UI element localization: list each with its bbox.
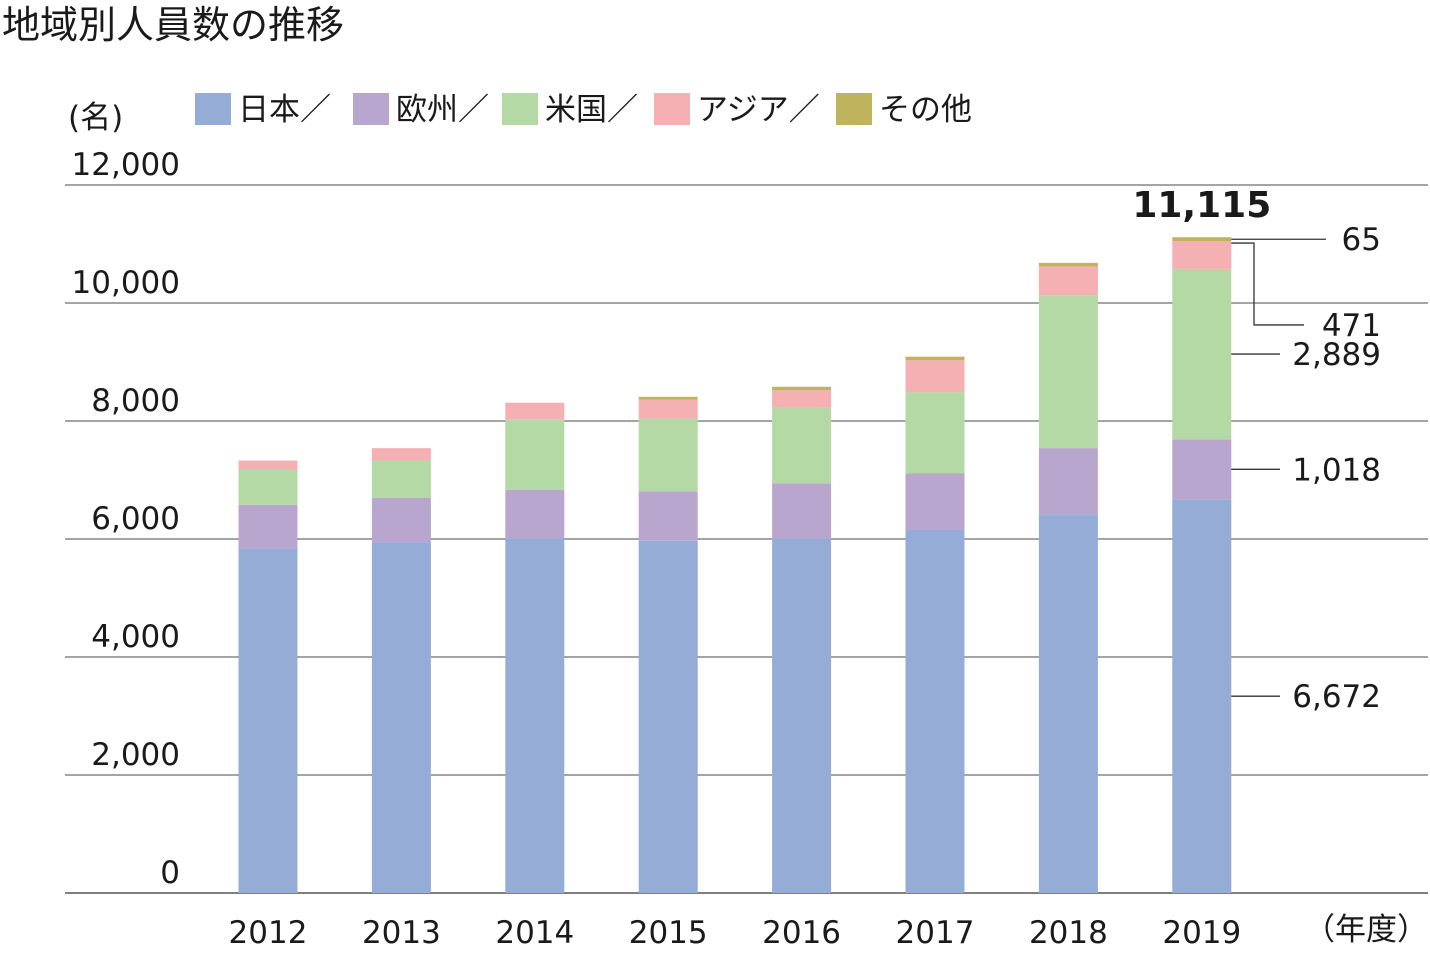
x-axis-ticks: 2012 2013 2014 2015 2016 2017 2018 2019 (229, 915, 1242, 951)
x-tick-label-2015: 2015 (629, 915, 708, 951)
bar-2016-usa (772, 407, 832, 484)
chart-title: 地域別人員数の推移 (2, 3, 344, 47)
y-tick-label-12000: 12,000 (72, 147, 180, 183)
bar-2012-usa (238, 469, 298, 505)
x-tick-label-2014: 2014 (495, 915, 574, 951)
bar-2017-asia (905, 360, 965, 393)
bar-2019-other (1172, 237, 1232, 242)
legend-swatch-japan (195, 93, 231, 125)
legend-item-japan: 日本／ (195, 92, 331, 128)
bar-2012-asia (238, 460, 298, 470)
legend-label-europe: 欧州／ (396, 92, 489, 128)
bar-2015-europe (638, 491, 698, 541)
legend-label-other: その他 (879, 92, 972, 128)
x-tick-label-2013: 2013 (362, 915, 441, 951)
y-tick-label-4000: 4,000 (91, 619, 180, 655)
bar-2015-other (638, 396, 698, 400)
bar-2018-europe (1038, 448, 1098, 515)
legend-item-other: その他 (836, 92, 972, 128)
bar-2016-europe (772, 483, 832, 539)
legend-item-europe: 欧州／ (353, 92, 489, 128)
bar-2014-japan (505, 538, 565, 893)
bar-2017-other (905, 356, 965, 361)
legend-item-asia: アジア／ (654, 92, 820, 128)
x-tick-label-2019: 2019 (1162, 915, 1241, 951)
y-tick-label-6000: 6,000 (91, 501, 180, 537)
total-label: 11,115 (1132, 185, 1271, 226)
bar-2015-usa (638, 418, 698, 492)
bar-2017-japan (905, 529, 965, 893)
bar-2014-usa (505, 419, 565, 491)
x-axis-unit: （年度） (1304, 912, 1428, 948)
bar-2017-europe (905, 473, 965, 530)
bars (238, 237, 1232, 893)
legend-label-asia: アジア／ (697, 92, 820, 128)
leader-line-asia (1231, 242, 1304, 326)
annotation-other: 65 (1342, 222, 1381, 258)
y-axis-ticks: 0 2,000 4,000 6,000 8,000 10,000 12,000 (72, 147, 180, 891)
bar-2014-asia (505, 402, 565, 420)
legend-label-japan: 日本／ (238, 92, 331, 128)
x-tick-label-2018: 2018 (1029, 915, 1108, 951)
bar-2018-japan (1038, 514, 1098, 893)
x-tick-label-2012: 2012 (229, 915, 308, 951)
bar-2017-usa (905, 392, 965, 474)
legend-label-usa: 米国／ (545, 92, 638, 128)
annotation-asia: 471 (1322, 308, 1381, 344)
bar-2016-other (772, 386, 832, 391)
x-tick-label-2016: 2016 (762, 915, 841, 951)
annotation-usa: 2,889 (1292, 337, 1381, 373)
bar-2016-asia (772, 390, 832, 408)
bar-2015-japan (638, 540, 698, 893)
bar-2014-europe (505, 490, 565, 539)
bar-2016-japan (772, 538, 832, 893)
bar-2012-japan (238, 548, 298, 893)
bar-2013-usa (371, 460, 431, 498)
y-tick-label-8000: 8,000 (91, 383, 180, 419)
bar-2012-europe (238, 504, 298, 549)
bar-2019-asia (1172, 241, 1232, 269)
legend-swatch-europe (353, 93, 389, 125)
bar-2018-other (1038, 262, 1098, 267)
bar-2013-asia (371, 448, 431, 461)
legend-item-usa: 米国／ (502, 92, 638, 128)
legend: 日本／ 欧州／ 米国／ アジア／ その他 (195, 92, 972, 128)
y-tick-label-0: 0 (160, 855, 180, 891)
bar-2018-usa (1038, 295, 1098, 449)
bar-2015-asia (638, 399, 698, 419)
legend-swatch-usa (502, 93, 538, 125)
annotation-japan: 6,672 (1292, 679, 1381, 715)
bar-2013-japan (371, 542, 431, 893)
annotation-europe: 1,018 (1292, 452, 1381, 488)
bar-2013-europe (371, 497, 431, 543)
y-tick-label-2000: 2,000 (91, 737, 180, 773)
x-tick-label-2017: 2017 (896, 915, 975, 951)
legend-swatch-other (836, 93, 872, 125)
y-tick-label-10000: 10,000 (72, 265, 180, 301)
bar-2018-asia (1038, 266, 1098, 296)
bar-2019-usa (1172, 268, 1232, 440)
bar-2019-europe (1172, 439, 1232, 500)
bar-2019-japan (1172, 499, 1232, 893)
legend-swatch-asia (654, 93, 690, 125)
y-axis-unit: (名) (68, 100, 123, 136)
